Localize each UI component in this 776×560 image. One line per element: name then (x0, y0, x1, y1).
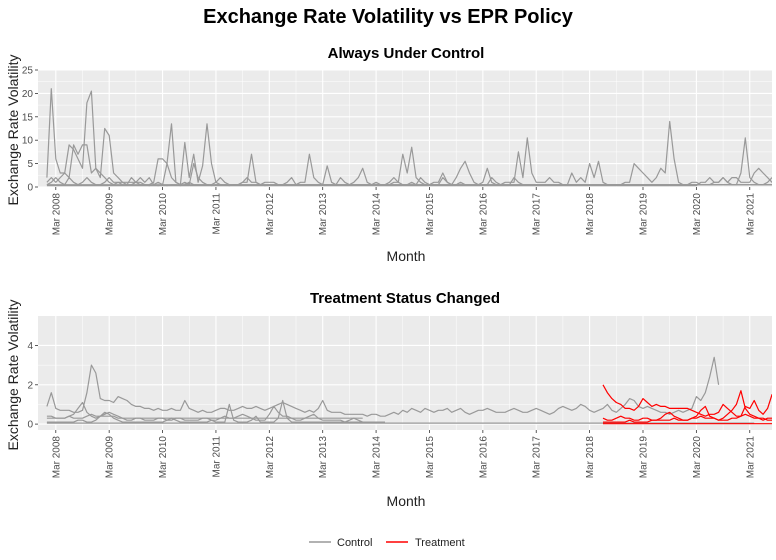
x-tick-label: Mar 2016 (478, 436, 489, 479)
x-tick-label: Mar 2011 (211, 193, 222, 235)
series-line-control (46, 167, 772, 187)
y-tick-label: 5 (27, 159, 33, 170)
y-tick-label: 0 (27, 420, 33, 431)
series-line-treatment (602, 384, 772, 417)
y-tick-label: 2 (27, 380, 33, 391)
x-tick-label: Mar 2015 (425, 193, 436, 236)
x-tick-label: Mar 2009 (105, 436, 116, 479)
series-line-treatment (602, 390, 772, 421)
main-title: Exchange Rate Volatility vs EPR Policy (203, 6, 574, 28)
series-line-control (46, 401, 385, 423)
panel-1-y-axis-title: Exchange Rate Volatility (5, 55, 21, 206)
x-tick-label: Mar 2010 (158, 436, 169, 479)
x-tick-label: Mar 2013 (318, 193, 329, 236)
y-tick-label: 10 (22, 136, 34, 147)
panel-1-x-axis-title: Month (387, 248, 426, 264)
x-tick-label: Mar 2013 (318, 436, 329, 479)
x-tick-label: Mar 2017 (532, 193, 543, 236)
x-tick-label: Mar 2010 (158, 193, 169, 236)
x-tick-label: Mar 2012 (265, 193, 276, 236)
x-tick-label: Mar 2020 (692, 436, 703, 479)
series-line-control (46, 120, 772, 186)
x-tick-label: Mar 2018 (585, 436, 596, 479)
y-tick-label: 25 (22, 66, 34, 77)
x-tick-label: Mar 2018 (585, 193, 596, 236)
y-tick-label: 20 (22, 89, 34, 100)
x-tick-label: Mar 2012 (265, 436, 276, 479)
legend-treatment-label: Treatment (415, 537, 465, 549)
legend: Control Treatment (309, 537, 465, 549)
y-tick-label: 0 (27, 183, 33, 194)
panel-2-y-axis-title: Exchange Rate Volatility (5, 300, 21, 451)
panel-treatment-status-changed: 0 2 4 Mar 2008 Mar 2009 Mar 2010 Mar 2011 Mar 2… (27, 316, 772, 479)
x-tick-label: Mar 2008 (51, 436, 62, 479)
panel-always-under-control: 0 5 10 15 20 25 Mar 2008 Mar 2009 Mar 2010 Mar 20… (22, 66, 772, 236)
x-tick-label: Mar 2008 (51, 193, 62, 236)
series-line-treatment (603, 413, 772, 423)
y-tick-label: 4 (27, 341, 33, 352)
x-tick-label: Mar 2019 (638, 193, 649, 236)
x-tick-label: Mar 2020 (692, 193, 703, 236)
x-tick-label: Mar 2015 (425, 436, 436, 479)
series-line-control (46, 399, 372, 423)
series-line-control (46, 413, 363, 419)
x-tick-label: Mar 2014 (372, 193, 383, 236)
x-tick-label: Mar 2021 (745, 436, 756, 479)
x-tick-label: Mar 2014 (372, 436, 383, 479)
x-tick-label: Mar 2017 (532, 436, 543, 479)
series-line-control (46, 356, 720, 417)
x-tick-label: Mar 2021 (745, 193, 756, 236)
panel-1-title: Always Under Control (328, 45, 485, 62)
x-tick-label: Mar 2009 (105, 193, 116, 236)
panel-2-title: Treatment Status Changed (310, 290, 500, 307)
x-tick-label: Mar 2016 (478, 193, 489, 236)
x-tick-label: Mar 2019 (638, 436, 649, 479)
panel-2-x-axis-title: Month (387, 493, 426, 509)
x-tick-label: Mar 2011 (211, 436, 222, 478)
legend-control-label: Control (337, 537, 372, 549)
y-tick-label: 15 (22, 112, 34, 123)
